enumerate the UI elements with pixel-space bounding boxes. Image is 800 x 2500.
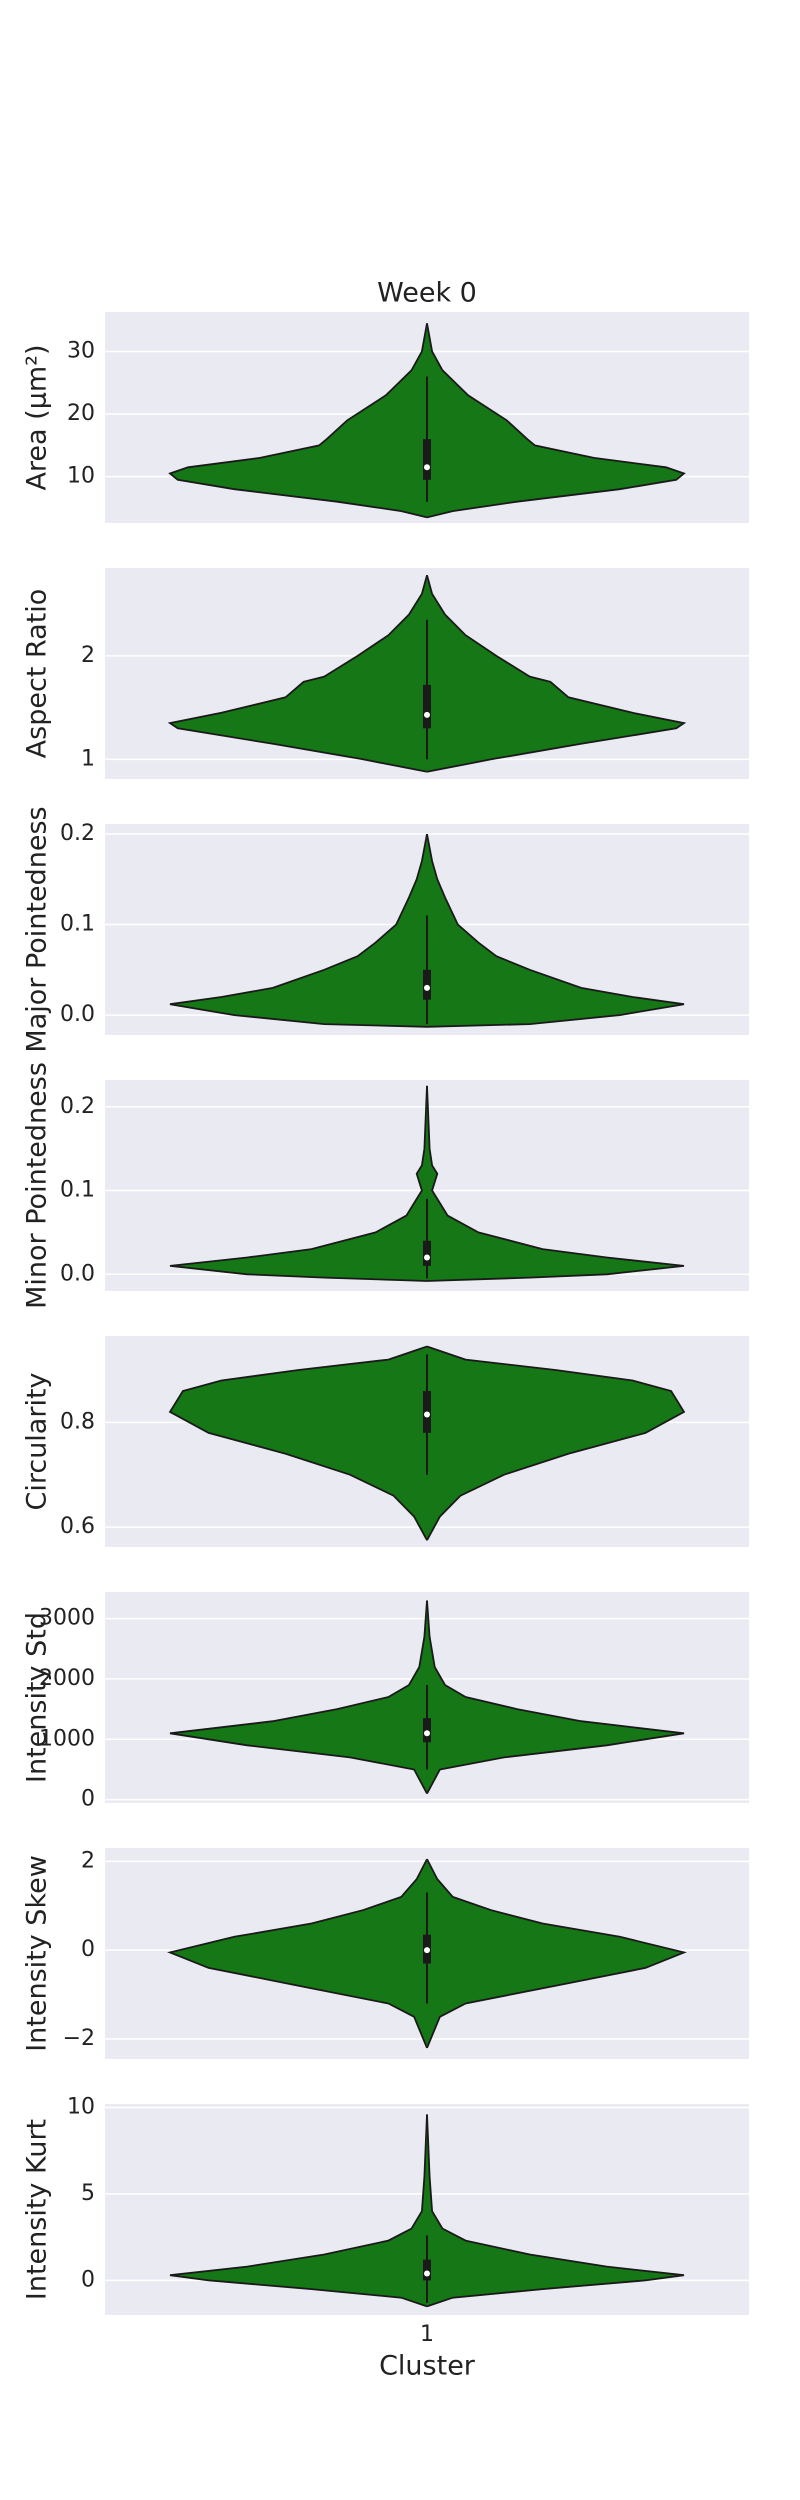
violin-right-outline	[426, 1085, 685, 1282]
median	[424, 984, 430, 991]
box	[423, 2259, 431, 2281]
y-tick-label: 10	[67, 2094, 95, 2119]
y-axis-label: Area (μm²)	[22, 344, 53, 490]
box	[423, 1240, 431, 1266]
violin-left-outline	[168, 1345, 428, 1541]
y-tick-label: 0.2	[60, 1094, 95, 1119]
violin-left-outline	[169, 1085, 428, 1282]
y-tick-label: 0.8	[60, 1409, 95, 1434]
median	[424, 1411, 430, 1418]
y-tick-label: 0.0	[60, 1261, 95, 1286]
y-tick-label: 2000	[39, 1666, 95, 1691]
violin-right-outline	[426, 2114, 685, 2308]
median	[424, 2270, 430, 2277]
y-axis-label: Intensity Kurt	[22, 2119, 53, 2300]
violin-right-outline	[426, 1858, 687, 2049]
y-axis-label: Circularity	[22, 1372, 53, 1510]
median	[424, 1730, 430, 1737]
y-tick-label: 0	[81, 1787, 95, 1812]
box	[423, 1718, 431, 1743]
chart-title: Week 0	[377, 278, 477, 309]
median	[424, 1254, 430, 1261]
y-tick-label: 30	[67, 338, 95, 363]
box	[423, 439, 431, 480]
x-axis-label: Cluster	[379, 2351, 476, 2382]
median	[424, 1947, 430, 1954]
violin-right-outline	[426, 1345, 686, 1541]
y-tick-label: 1000	[39, 1726, 95, 1751]
y-tick-label: 20	[67, 401, 95, 426]
median	[424, 711, 430, 718]
y-tick-label: 10	[67, 464, 95, 489]
violin-right-outline	[426, 833, 685, 1028]
x-tick-label: 1	[420, 2322, 434, 2347]
y-axis-label: Aspect Ratio	[22, 589, 53, 759]
y-tick-label: −2	[63, 2026, 95, 2051]
violin-right-outline	[426, 1600, 685, 1795]
violin-left-outline	[169, 833, 428, 1028]
violin-right-outline	[426, 574, 687, 773]
violin-left-outline	[169, 1600, 428, 1795]
y-tick-label: 0.1	[60, 1178, 95, 1203]
y-axis-label: Intensity Std	[22, 1612, 53, 1783]
violin-left-outline	[169, 2114, 428, 2308]
y-axis-label: Minor Pointedness	[22, 1062, 53, 1309]
y-tick-label: 2	[81, 1848, 95, 1873]
y-tick-label: 0.6	[60, 1514, 95, 1539]
violin-left-outline	[168, 323, 428, 519]
y-axis-label: Major Pointedness	[22, 806, 53, 1052]
box	[423, 684, 431, 729]
y-tick-label: 2	[81, 643, 95, 668]
y-tick-label: 0.1	[60, 912, 95, 937]
violin-left-outline	[167, 1858, 428, 2049]
y-tick-label: 0	[81, 2267, 95, 2292]
box	[423, 969, 431, 1000]
y-tick-label: 0	[81, 1937, 95, 1962]
y-tick-label: 0.0	[60, 1002, 95, 1027]
y-tick-label: 3000	[39, 1606, 95, 1631]
y-tick-label: 0.2	[60, 821, 95, 846]
y-axis-label: Intensity Skew	[22, 1855, 53, 2052]
y-tick-label: 5	[81, 2181, 95, 2206]
y-tick-label: 1	[81, 746, 95, 771]
violin-right-outline	[426, 323, 686, 519]
median	[424, 464, 430, 471]
violin-left-outline	[167, 574, 428, 773]
